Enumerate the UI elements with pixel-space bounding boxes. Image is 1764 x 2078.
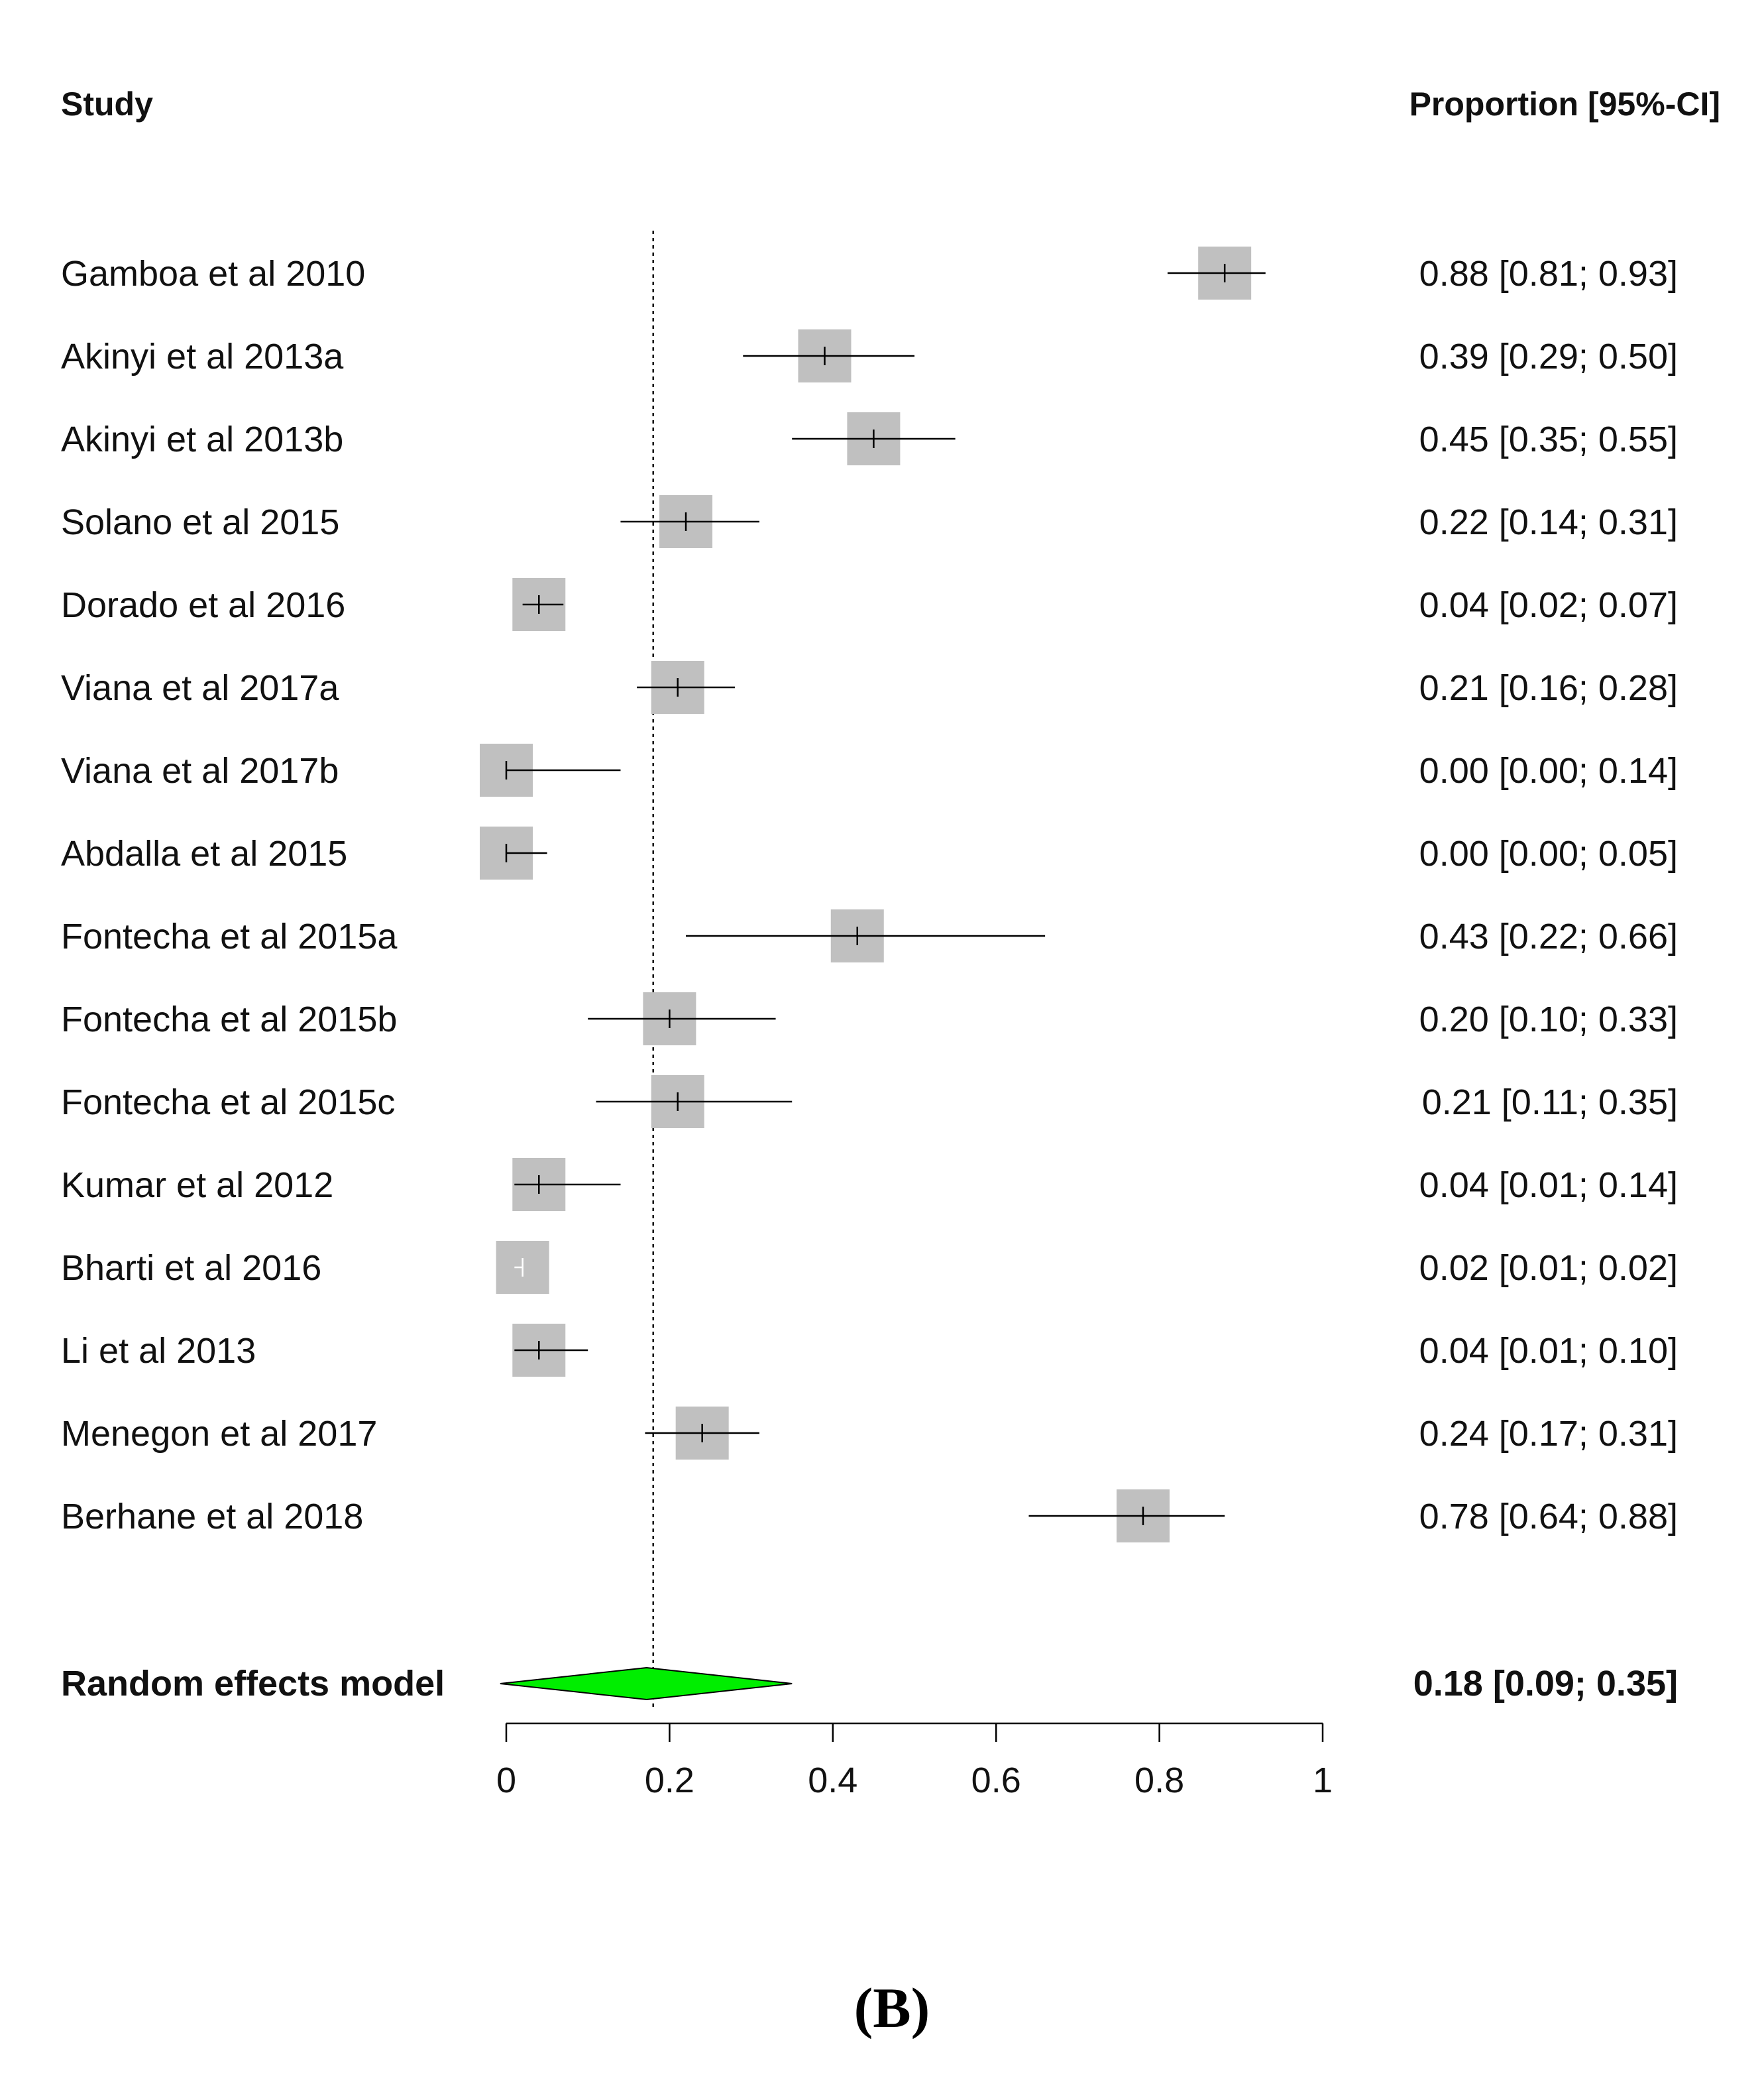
study-row: Bharti et al 2016 0.02 [0.01; 0.02]	[61, 1241, 1678, 1294]
study-label: Fontecha et al 2015a	[61, 917, 398, 956]
study-ci-text: 0.39 [0.29; 0.50]	[1419, 337, 1678, 376]
study-row: Fontecha et al 2015c 0.21 [0.11; 0.35]	[61, 1075, 1678, 1128]
study-row: Fontecha et al 2015a 0.43 [0.22; 0.66]	[61, 909, 1678, 962]
study-ci-text: 0.21 [0.16; 0.28]	[1419, 668, 1678, 708]
study-label: Viana et al 2017a	[61, 668, 339, 708]
x-axis-tick-label: 0.4	[808, 1761, 857, 1800]
x-axis-tick-label: 0.2	[645, 1761, 694, 1800]
study-row: Viana et al 2017a 0.21 [0.16; 0.28]	[61, 661, 1678, 714]
study-label: Bharti et al 2016	[61, 1248, 321, 1288]
study-label: Gamboa et al 2010	[61, 254, 365, 294]
study-label: Viana et al 2017b	[61, 751, 339, 791]
study-row: Berhane et al 2018 0.78 [0.64; 0.88]	[61, 1489, 1678, 1542]
summary-ci-text: 0.18 [0.09; 0.35]	[1413, 1664, 1678, 1703]
study-label: Fontecha et al 2015b	[61, 1000, 397, 1039]
study-ci-text: 0.21 [0.11; 0.35]	[1422, 1082, 1678, 1122]
study-row: Akinyi et al 2013a 0.39 [0.29; 0.50]	[61, 329, 1678, 382]
study-label: Fontecha et al 2015c	[61, 1082, 395, 1122]
figure-caption: (B)	[854, 1976, 930, 2040]
study-ci-text: 0.43 [0.22; 0.66]	[1419, 917, 1678, 956]
study-ci-text: 0.78 [0.64; 0.88]	[1419, 1497, 1678, 1536]
study-ci-text: 0.22 [0.14; 0.31]	[1419, 502, 1678, 542]
study-rows: Gamboa et al 2010 0.88 [0.81; 0.93] Akinyi…	[61, 247, 1678, 1542]
study-row: Akinyi et al 2013b 0.45 [0.35; 0.55]	[61, 412, 1678, 465]
study-row: Gamboa et al 2010 0.88 [0.81; 0.93]	[61, 247, 1678, 300]
study-label: Akinyi et al 2013b	[61, 420, 343, 459]
study-ci-text: 0.24 [0.17; 0.31]	[1419, 1414, 1678, 1454]
x-axis: 0 0.2 0.4 0.6 0.8 1	[496, 1722, 1333, 1800]
study-row: Fontecha et al 2015b 0.20 [0.10; 0.33]	[61, 992, 1678, 1045]
study-ci-text: 0.00 [0.00; 0.14]	[1419, 751, 1678, 791]
study-label: Abdalla et al 2015	[61, 834, 347, 874]
study-label: Li et al 2013	[61, 1331, 256, 1371]
study-column-header: Study	[61, 86, 153, 123]
study-row: Li et al 2013 0.04 [0.01; 0.10]	[61, 1324, 1678, 1377]
study-label: Akinyi et al 2013a	[61, 337, 344, 376]
study-ci-text: 0.02 [0.01; 0.02]	[1419, 1248, 1678, 1288]
study-ci-text: 0.04 [0.02; 0.07]	[1419, 585, 1678, 625]
study-ci-text: 0.04 [0.01; 0.10]	[1419, 1331, 1678, 1371]
study-row: Kumar et al 2012 0.04 [0.01; 0.14]	[61, 1158, 1678, 1211]
study-ci-text: 0.20 [0.10; 0.33]	[1419, 1000, 1678, 1039]
x-axis-tick-label: 0.8	[1134, 1761, 1184, 1800]
study-row: Viana et al 2017b 0.00 [0.00; 0.14]	[61, 744, 1678, 797]
study-label: Kumar et al 2012	[61, 1165, 333, 1205]
study-row: Solano et al 2015 0.22 [0.14; 0.31]	[61, 495, 1678, 548]
study-label: Menegon et al 2017	[61, 1414, 377, 1454]
study-ci-text: 0.88 [0.81; 0.93]	[1419, 254, 1678, 294]
study-ci-text: 0.04 [0.01; 0.14]	[1419, 1165, 1678, 1205]
study-label: Dorado et al 2016	[61, 585, 345, 625]
proportion-column-header: Proportion [95%-CI]	[1409, 86, 1720, 123]
study-row: Dorado et al 2016 0.04 [0.02; 0.07]	[61, 578, 1678, 631]
study-label: Berhane et al 2018	[61, 1497, 363, 1536]
summary-row: Random effects model 0.18 [0.09; 0.35]	[61, 1664, 1678, 1703]
study-ci-text: 0.00 [0.00; 0.05]	[1419, 834, 1678, 874]
summary-label: Random effects model	[61, 1664, 445, 1703]
summary-diamond	[500, 1666, 793, 1701]
study-ci-text: 0.45 [0.35; 0.55]	[1419, 420, 1678, 459]
x-axis-tick-label: 0.6	[971, 1761, 1021, 1800]
study-label: Solano et al 2015	[61, 502, 339, 542]
study-row: Menegon et al 2017 0.24 [0.17; 0.31]	[61, 1407, 1678, 1460]
x-axis-tick-label: 0	[496, 1761, 516, 1800]
study-row: Abdalla et al 2015 0.00 [0.00; 0.05]	[61, 827, 1678, 880]
x-axis-tick-label: 1	[1313, 1761, 1333, 1800]
